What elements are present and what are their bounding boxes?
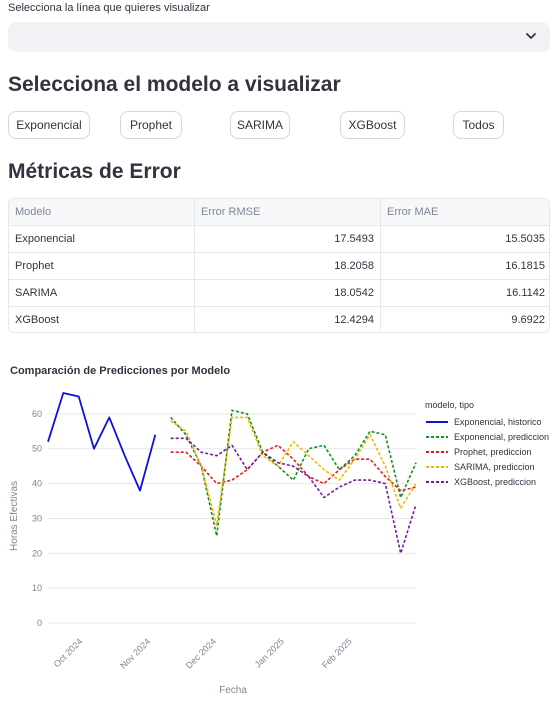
table-cell: SARIMA xyxy=(9,280,195,307)
table-cell: 18.2058 xyxy=(195,253,381,280)
y-tick-label: 0 xyxy=(37,618,42,628)
series-line-3[interactable] xyxy=(170,416,417,527)
legend-item-label[interactable]: SARIMA, prediccion xyxy=(454,462,535,472)
y-tick-label: 30 xyxy=(32,513,42,523)
table-header-row: Modelo Error RMSE Error MAE xyxy=(9,199,549,226)
x-tick-label: Nov 2024 xyxy=(118,636,152,670)
table-cell: Prophet xyxy=(9,253,195,280)
series-line-0[interactable] xyxy=(47,392,157,492)
model-button-exponencial[interactable]: Exponencial xyxy=(8,111,90,139)
table-cell: 16.1815 xyxy=(505,260,545,272)
model-section-title: Selecciona el modelo a visualizar xyxy=(8,73,341,96)
table-row: SARIMA 18.0542 16.1142 xyxy=(9,280,549,307)
x-axis-label: Fecha xyxy=(219,685,247,696)
column-header-mae[interactable]: Error MAE xyxy=(387,206,439,218)
model-button-xgboost[interactable]: XGBoost xyxy=(340,111,405,139)
table-cell: XGBoost xyxy=(9,307,195,332)
legend-item-label[interactable]: Prophet, prediccion xyxy=(454,447,532,457)
series-line-1[interactable] xyxy=(170,409,417,537)
x-tick-label: Jan 2025 xyxy=(253,636,286,669)
table-row: Exponencial 17.5493 15.5035 xyxy=(9,226,549,253)
metrics-title: Métricas de Error xyxy=(8,160,181,183)
column-header-modelo[interactable]: Modelo xyxy=(9,199,195,226)
model-button-prophet[interactable]: Prophet xyxy=(120,111,182,139)
legend-title: modelo, tipo xyxy=(425,400,474,410)
table-cell: 16.1142 xyxy=(506,287,545,299)
y-tick-label: 40 xyxy=(32,479,42,489)
column-header-rmse[interactable]: Error RMSE xyxy=(195,199,381,226)
y-tick-label: 60 xyxy=(32,409,42,419)
table-cell: 17.5493 xyxy=(195,226,381,253)
y-tick-label: 20 xyxy=(32,548,42,558)
table-cell: 9.6922 xyxy=(511,314,545,326)
y-axis-label: Horas Efectivas xyxy=(9,481,20,551)
legend-item-label[interactable]: XGBoost, prediccion xyxy=(454,477,536,487)
x-tick-label: Oct 2024 xyxy=(52,636,85,669)
chevron-down-icon[interactable] xyxy=(524,29,538,43)
y-tick-label: 10 xyxy=(32,583,42,593)
y-tick-label: 50 xyxy=(32,444,42,454)
series-line-2[interactable] xyxy=(170,444,417,492)
prediction-chart[interactable]: Comparación de Predicciones por Modelo 0… xyxy=(0,348,558,703)
legend-item-label[interactable]: Exponencial, prediccion xyxy=(454,432,549,442)
table-cell: 18.0542 xyxy=(195,280,381,307)
table-cell: 12.4294 xyxy=(195,307,381,332)
table-cell: Exponencial xyxy=(9,226,195,253)
metrics-table: Modelo Error RMSE Error MAE Exponencial … xyxy=(8,198,550,333)
x-tick-label: Dec 2024 xyxy=(184,636,218,670)
chart-title: Comparación de Predicciones por Modelo xyxy=(10,365,230,377)
table-cell: 15.5035 xyxy=(505,233,545,245)
model-button-sarima[interactable]: SARIMA xyxy=(230,111,290,139)
legend-item-label[interactable]: Exponencial, historico xyxy=(454,417,542,427)
model-button-todos[interactable]: Todos xyxy=(453,111,504,139)
series-line-4[interactable] xyxy=(170,437,417,555)
x-tick-label: Feb 2025 xyxy=(320,636,354,670)
line-select[interactable] xyxy=(8,22,550,52)
line-select-label: Selecciona la línea que quieres visualiz… xyxy=(8,2,210,14)
table-row: Prophet 18.2058 16.1815 xyxy=(9,253,549,280)
table-row: XGBoost 12.4294 9.6922 xyxy=(9,307,549,332)
